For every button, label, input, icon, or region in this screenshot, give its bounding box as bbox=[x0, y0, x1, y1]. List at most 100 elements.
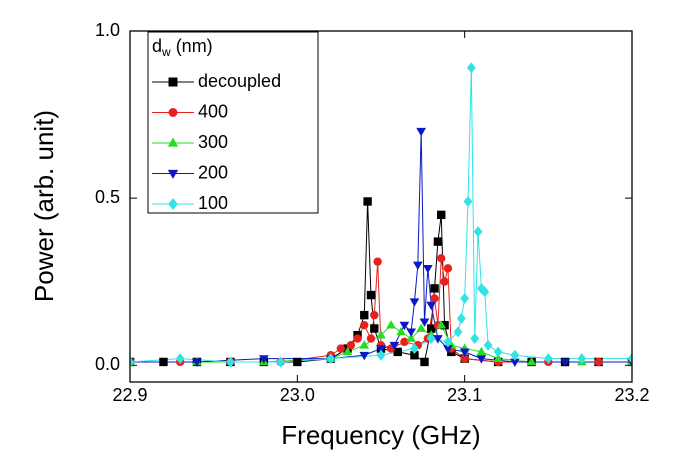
data-point bbox=[437, 254, 446, 263]
data-point bbox=[370, 310, 379, 320]
data-point bbox=[426, 301, 437, 311]
legend-label: decoupled bbox=[198, 71, 281, 91]
data-point bbox=[476, 346, 487, 356]
data-point bbox=[389, 341, 400, 351]
data-point bbox=[483, 339, 493, 351]
data-point bbox=[225, 356, 235, 368]
series-line bbox=[130, 258, 632, 363]
data-point bbox=[493, 346, 503, 358]
legend-marker bbox=[168, 108, 178, 117]
data-point bbox=[460, 354, 469, 363]
y-tick-label: 0.0 bbox=[95, 354, 120, 374]
data-point bbox=[396, 326, 406, 336]
data-point bbox=[466, 62, 476, 74]
data-point bbox=[476, 355, 487, 364]
legend-marker bbox=[167, 137, 179, 147]
data-point bbox=[510, 349, 520, 361]
legend-box bbox=[147, 31, 319, 214]
legend-label: 200 bbox=[198, 162, 228, 182]
data-point bbox=[463, 196, 473, 207]
data-point bbox=[577, 353, 587, 365]
data-point bbox=[393, 347, 402, 357]
data-point bbox=[373, 257, 382, 266]
data-point bbox=[560, 358, 570, 367]
data-point bbox=[376, 330, 386, 339]
data-point bbox=[360, 320, 369, 330]
legend-label: 100 bbox=[198, 193, 228, 213]
data-point bbox=[416, 127, 426, 137]
data-point bbox=[460, 292, 470, 304]
x-tick-label: 22.9 bbox=[112, 385, 147, 405]
data-point bbox=[370, 324, 379, 333]
data-point bbox=[353, 334, 362, 343]
x-axis-label: Frequency (GHz) bbox=[281, 420, 480, 450]
data-point bbox=[276, 356, 286, 368]
data-point bbox=[419, 318, 430, 327]
data-point bbox=[406, 333, 416, 342]
legend-label: 400 bbox=[198, 101, 228, 121]
series-line bbox=[130, 131, 632, 363]
plot-area bbox=[130, 62, 632, 368]
data-point bbox=[436, 320, 447, 329]
data-point bbox=[594, 357, 603, 367]
data-point bbox=[192, 358, 202, 367]
data-point bbox=[175, 353, 185, 365]
data-point bbox=[406, 328, 416, 337]
data-point bbox=[376, 349, 386, 361]
x-tick-label: 23.1 bbox=[447, 385, 482, 405]
y-tick-label: 0.5 bbox=[95, 187, 120, 207]
data-point bbox=[430, 294, 439, 303]
data-point bbox=[433, 237, 443, 246]
data-point bbox=[159, 357, 168, 367]
data-point bbox=[342, 346, 353, 356]
plot-frame bbox=[129, 30, 633, 383]
data-point bbox=[443, 336, 453, 348]
data-point bbox=[480, 286, 490, 298]
data-point bbox=[366, 334, 376, 343]
data-point bbox=[409, 298, 420, 307]
data-point bbox=[359, 340, 370, 349]
data-point bbox=[420, 357, 429, 367]
data-point bbox=[366, 290, 376, 300]
y-tick-label: 1.0 bbox=[95, 20, 120, 40]
legend-marker bbox=[167, 169, 179, 179]
data-point bbox=[130, 356, 135, 368]
legend-title: dw (nm) bbox=[152, 36, 213, 59]
data-point bbox=[437, 210, 446, 220]
data-point bbox=[399, 321, 410, 331]
data-point bbox=[293, 357, 302, 367]
data-point bbox=[493, 353, 503, 362]
data-point bbox=[336, 344, 346, 353]
data-point bbox=[376, 345, 386, 354]
data-point bbox=[400, 337, 409, 347]
legend-label: 300 bbox=[198, 132, 228, 152]
legend-marker bbox=[168, 77, 178, 87]
legend-marker bbox=[168, 198, 178, 210]
data-point bbox=[360, 310, 369, 320]
data-point bbox=[410, 343, 419, 355]
data-point bbox=[510, 358, 520, 367]
x-tick-label: 23.0 bbox=[280, 385, 315, 405]
data-point bbox=[543, 353, 553, 365]
data-point bbox=[410, 351, 419, 360]
legend-title-unit: (nm) bbox=[176, 36, 213, 56]
legend-title-main: d bbox=[152, 36, 162, 56]
data-point bbox=[359, 351, 370, 361]
data-point bbox=[412, 261, 423, 271]
data-point bbox=[459, 348, 470, 357]
legend-title-sub: w bbox=[161, 45, 171, 59]
data-point bbox=[433, 335, 443, 344]
y-axis-label: Power (arb. unit) bbox=[29, 110, 59, 302]
data-point bbox=[443, 345, 453, 354]
data-point bbox=[627, 353, 632, 365]
data-point bbox=[470, 333, 480, 345]
data-point bbox=[427, 324, 436, 333]
data-point bbox=[363, 197, 372, 206]
data-point bbox=[326, 353, 336, 365]
data-point bbox=[346, 341, 356, 350]
data-point bbox=[456, 313, 466, 324]
data-point bbox=[423, 264, 433, 274]
data-point bbox=[443, 264, 453, 273]
data-point bbox=[386, 320, 396, 329]
